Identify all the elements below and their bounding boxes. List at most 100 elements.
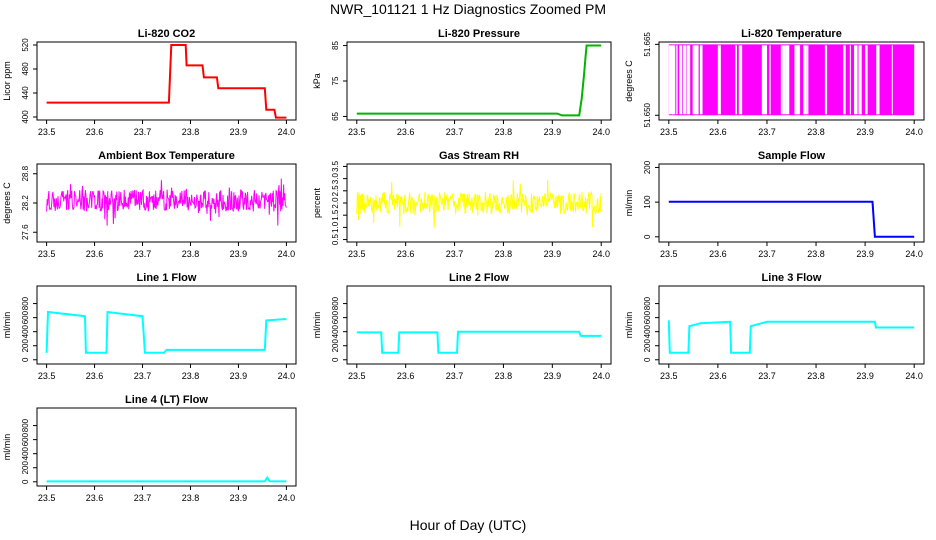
x-tick-label: 23.8	[182, 493, 200, 503]
y-tick-label: 800	[331, 296, 340, 310]
y-tick-label: 0	[331, 357, 340, 362]
series-group	[46, 44, 287, 119]
y-tick-label: 200	[643, 160, 652, 174]
plot-frame	[36, 41, 297, 121]
series-gap	[735, 45, 738, 115]
y-tick-label: 440	[21, 86, 30, 100]
series-band	[668, 44, 915, 116]
series-group	[356, 44, 602, 117]
x-tick-label: 23.5	[348, 127, 366, 137]
x-tick-label: 23.7	[134, 249, 152, 259]
y-tick-label: 800	[21, 418, 30, 432]
panel-title: Ambient Box Temperature	[98, 150, 235, 162]
x-tick-label: 23.7	[758, 127, 776, 137]
x-tick-label: 24.0	[278, 493, 296, 503]
series-gap	[891, 45, 893, 115]
x-tick-label: 24.0	[905, 249, 923, 259]
x-tick-label: 23.6	[86, 249, 104, 259]
y-tick-label: 480	[21, 62, 30, 76]
x-tick-label: 23.9	[544, 249, 562, 259]
panel-title: Line 4 (LT) Flow	[125, 394, 208, 406]
x-tick-label: 23.8	[495, 249, 513, 259]
plot-frame	[658, 285, 925, 365]
y-tick-label: 28.8	[21, 165, 30, 181]
y-axis-label: degrees C	[624, 60, 634, 102]
series-gap	[782, 45, 786, 115]
x-tick-label: 23.7	[758, 249, 776, 259]
series-gap	[738, 45, 743, 115]
series-line	[667, 320, 915, 354]
x-tick-label: 24.0	[905, 127, 923, 137]
series-gap	[769, 45, 771, 115]
series-group	[46, 178, 287, 226]
series-group	[356, 330, 602, 354]
x-tick-label: 23.9	[230, 249, 248, 259]
series-gap	[679, 45, 683, 115]
series-line	[356, 44, 602, 117]
x-tick-label: 23.8	[182, 249, 200, 259]
x-tick-label: 24.0	[278, 127, 296, 137]
x-tick-label: 23.5	[348, 371, 366, 381]
y-axis-label: ml/min	[624, 190, 634, 217]
series-gap	[865, 45, 868, 115]
panel-title: Li-820 Pressure	[438, 28, 520, 40]
series-gap	[824, 45, 828, 115]
y-tick-label: 0	[21, 357, 30, 362]
y-tick-label: 200	[331, 339, 340, 353]
panel-gas-stream-rh: Gas Stream RH percent 23.5 23.6 23.7 23.8 23.9…	[312, 150, 612, 259]
x-tick-label: 23.5	[660, 371, 678, 381]
x-tick-label: 23.9	[856, 249, 874, 259]
y-tick-label: 200	[21, 339, 30, 353]
series-line	[46, 44, 287, 119]
panel-line-3-flow: Line 3 Flow ml/min 23.5 23.6 23.7 23.8 23.9 24.…	[624, 272, 925, 381]
y-tick-label: 600	[643, 310, 652, 324]
panel-li-820-pressure: Li-820 Pressure kPa 23.5 23.6 23.7 23.8 23.9 24…	[312, 28, 612, 137]
y-tick-label: 3.5	[331, 160, 340, 172]
page-title: NWR_101121 1 Hz Diagnostics Zoomed PM	[330, 1, 606, 17]
x-tick-label: 24.0	[905, 371, 923, 381]
series-gap	[692, 45, 696, 115]
series-line	[668, 200, 915, 238]
y-tick-label: 51.650	[643, 102, 652, 127]
series-gap	[785, 45, 790, 115]
y-tick-label: 0	[643, 357, 652, 362]
panel-line-2-flow: Line 2 Flow ml/min 23.5 23.6 23.7 23.8 23.9 24.…	[312, 272, 612, 381]
y-tick-label: 27.6	[21, 224, 30, 240]
x-tick-label: 23.8	[495, 371, 513, 381]
series-group	[667, 320, 915, 354]
x-axis-label: Hour of Day (UTC)	[409, 517, 527, 533]
panel-li-820-temperature: Li-820 Temperature degrees C 23.5 23.6 23.7 2…	[624, 28, 925, 137]
x-tick-label: 23.5	[38, 493, 56, 503]
y-tick-label: 1.0	[331, 221, 340, 233]
series-gap	[843, 45, 846, 115]
y-axis-label: percent	[312, 187, 322, 218]
panel-line-1-flow: Line 1 Flow ml/min 23.5 23.6 23.7 23.8 23.9 24.…	[2, 272, 297, 381]
x-tick-label: 23.7	[758, 371, 776, 381]
y-tick-label: 85	[331, 41, 340, 50]
panel-li-820-co2: Li-820 CO2 Licor ppm 23.5 23.6 23.7 23.8 23.9 2…	[2, 28, 297, 137]
y-tick-label: 600	[21, 310, 30, 324]
y-tick-label: 800	[21, 296, 30, 310]
x-tick-label: 23.6	[86, 127, 104, 137]
x-tick-label: 23.6	[86, 371, 104, 381]
x-tick-label: 24.0	[592, 371, 610, 381]
panel-title: Line 1 Flow	[137, 272, 197, 284]
series-group	[668, 44, 915, 116]
x-tick-label: 23.6	[397, 249, 415, 259]
series-gap	[670, 45, 674, 115]
panel-title: Gas Stream RH	[439, 150, 519, 162]
series-gap	[797, 45, 801, 115]
y-tick-label: 65	[331, 111, 340, 120]
panel-title: Li-820 CO2	[138, 28, 195, 40]
y-tick-label: 0	[21, 479, 30, 484]
y-tick-label: 200	[643, 339, 652, 353]
x-tick-label: 23.8	[495, 127, 513, 137]
y-axis-label: kPa	[312, 73, 322, 89]
x-tick-label: 23.5	[38, 127, 56, 137]
x-tick-label: 23.9	[544, 127, 562, 137]
x-tick-label: 23.7	[134, 127, 152, 137]
x-tick-label: 23.8	[182, 371, 200, 381]
x-tick-label: 23.5	[38, 249, 56, 259]
x-tick-label: 23.9	[544, 371, 562, 381]
panel-title: Sample Flow	[758, 150, 826, 162]
